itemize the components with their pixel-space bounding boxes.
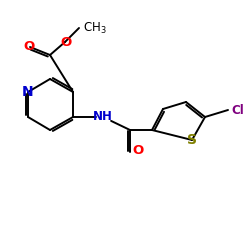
Text: S: S: [187, 133, 197, 147]
Text: NH: NH: [93, 110, 113, 124]
Text: Cl: Cl: [231, 104, 244, 117]
Text: CH$_3$: CH$_3$: [83, 20, 107, 36]
Text: O: O: [60, 36, 72, 49]
Text: N: N: [22, 85, 34, 99]
Text: O: O: [132, 144, 143, 158]
Text: O: O: [24, 40, 34, 54]
